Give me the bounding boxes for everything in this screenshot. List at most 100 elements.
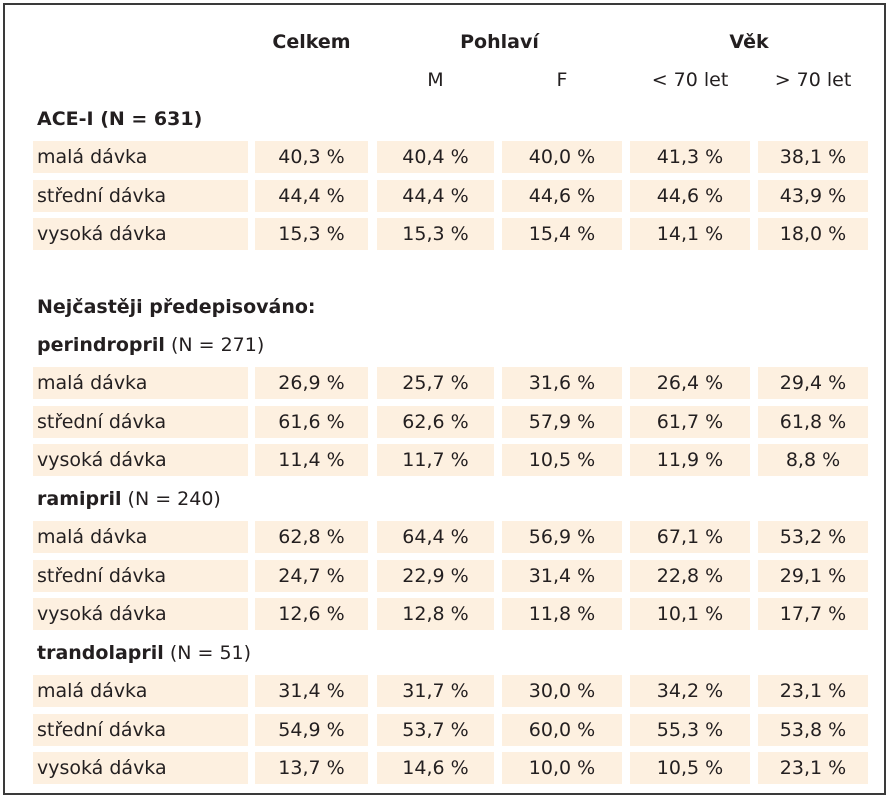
row-value: 43,9 % [758, 179, 868, 212]
section-ramipril: ramipril (N = 240) [37, 483, 221, 515]
row-value: 44,6 % [630, 179, 750, 212]
table-row: malá dávka 62,8 % 64,4 % 56,9 % 67,1 % 53,2 % [5, 519, 884, 555]
row-value: 14,6 % [377, 752, 494, 784]
row-value: 11,4 % [255, 444, 368, 476]
header-total: Celkem [272, 31, 351, 53]
table-row: vysoká dávka 11,4 % 11,7 % 10,5 % 11,9 % 8,8 … [5, 442, 884, 478]
trandolapril-name: trandolapril [37, 642, 164, 664]
row-value: 11,8 % [502, 598, 622, 630]
row-value: 41,3 % [630, 141, 750, 173]
row-value: 23,1 % [758, 752, 868, 784]
header-sub-f: F [556, 69, 568, 91]
row-label: malá dávka [33, 141, 248, 173]
row-value: 30,0 % [502, 675, 622, 707]
table-row: malá dávka 40,3 % 40,4 % 40,0 % 41,3 % 38,1 % [5, 139, 884, 175]
row-value: 31,4 % [502, 559, 622, 592]
section-ace-label: ACE-I (N = 631) [37, 108, 203, 130]
row-value: 57,9 % [502, 405, 622, 438]
section-trandolapril: trandolapril (N = 51) [37, 637, 251, 669]
row-value: 12,8 % [377, 598, 494, 630]
header-sub-over70: > 70 let [774, 69, 852, 91]
table-row: vysoká dávka 15,3 % 15,3 % 15,4 % 14,1 % 18,0… [5, 216, 884, 252]
row-value: 15,4 % [502, 218, 622, 250]
row-value: 61,8 % [758, 405, 868, 438]
row-value: 26,9 % [255, 367, 368, 399]
row-value: 18,0 % [758, 218, 868, 250]
row-value: 54,9 % [255, 713, 368, 746]
table-row: vysoká dávka 12,6 % 12,8 % 11,8 % 10,1 % 17,7… [5, 596, 884, 632]
row-value: 31,6 % [502, 367, 622, 399]
row-value: 64,4 % [377, 521, 494, 553]
row-value: 31,7 % [377, 675, 494, 707]
row-value: 53,2 % [758, 521, 868, 553]
table-row: střední dávka 54,9 % 53,7 % 60,0 % 55,3 % 53,… [5, 712, 884, 748]
row-value: 38,1 % [758, 141, 868, 173]
perindopril-name: perindropril [37, 334, 165, 356]
row-value: 67,1 % [630, 521, 750, 553]
row-value: 44,6 % [502, 179, 622, 212]
perindopril-n: (N = 271) [164, 334, 265, 356]
row-value: 53,8 % [758, 713, 868, 746]
row-value: 8,8 % [758, 444, 868, 476]
row-value: 15,3 % [377, 218, 494, 250]
section-ace-title: ACE-I (N = 631) [37, 103, 202, 135]
row-label: střední dávka [33, 559, 248, 592]
table-row: střední dávka 24,7 % 22,9 % 31,4 % 22,8 % 29,… [5, 558, 884, 594]
header-sub-under70: < 70 let [651, 69, 729, 91]
table-row: vysoká dávka 13,7 % 14,6 % 10,0 % 10,5 % 23,1… [5, 750, 884, 786]
row-value: 22,9 % [377, 559, 494, 592]
row-label: vysoká dávka [33, 444, 248, 476]
row-value: 11,7 % [377, 444, 494, 476]
row-value: 10,1 % [630, 598, 750, 630]
row-value: 22,8 % [630, 559, 750, 592]
row-value: 15,3 % [255, 218, 368, 250]
trandolapril-n: (N = 51) [163, 642, 252, 664]
row-value: 61,6 % [255, 405, 368, 438]
table-row: malá dávka 26,9 % 25,7 % 31,6 % 26,4 % 29,4 % [5, 365, 884, 401]
row-value: 29,4 % [758, 367, 868, 399]
row-value: 23,1 % [758, 675, 868, 707]
section-perindopril: perindropril (N = 271) [37, 329, 264, 361]
table-row: střední dávka 44,4 % 44,4 % 44,6 % 44,6 % 43,… [5, 178, 884, 214]
most-prescribed-label: Nejčastěji předepisováno: [37, 296, 316, 318]
row-value: 17,7 % [758, 598, 868, 630]
header-sub-m: M [427, 69, 444, 91]
row-value: 62,6 % [377, 405, 494, 438]
row-value: 25,7 % [377, 367, 494, 399]
row-value: 34,2 % [630, 675, 750, 707]
row-value: 14,1 % [630, 218, 750, 250]
row-value: 31,4 % [255, 675, 368, 707]
data-table: Celkem Pohlaví Věk M F < 70 let > 70 let… [3, 3, 886, 795]
row-value: 56,9 % [502, 521, 622, 553]
row-value: 44,4 % [255, 179, 368, 212]
row-label: střední dávka [33, 405, 248, 438]
row-label: malá dávka [33, 367, 248, 399]
row-value: 26,4 % [630, 367, 750, 399]
row-value: 53,7 % [377, 713, 494, 746]
row-label: střední dávka [33, 713, 248, 746]
row-label: vysoká dávka [33, 752, 248, 784]
table-row: střední dávka 61,6 % 62,6 % 57,9 % 61,7 % 61,… [5, 404, 884, 440]
row-value: 61,7 % [630, 405, 750, 438]
row-value: 55,3 % [630, 713, 750, 746]
row-value: 11,9 % [630, 444, 750, 476]
row-value: 10,5 % [630, 752, 750, 784]
section-most-prescribed: Nejčastěji předepisováno: [37, 291, 316, 323]
row-value: 10,0 % [502, 752, 622, 784]
row-value: 12,6 % [255, 598, 368, 630]
row-label: vysoká dávka [33, 598, 248, 630]
ramipril-name: ramipril [37, 488, 122, 510]
row-label: střední dávka [33, 179, 248, 212]
row-value: 40,3 % [255, 141, 368, 173]
row-value: 13,7 % [255, 752, 368, 784]
row-value: 40,0 % [502, 141, 622, 173]
ramipril-n: (N = 240) [121, 488, 221, 510]
row-value: 29,1 % [758, 559, 868, 592]
row-label: malá dávka [33, 675, 248, 707]
row-value: 40,4 % [377, 141, 494, 173]
row-label: vysoká dávka [33, 218, 248, 250]
row-value: 24,7 % [255, 559, 368, 592]
row-value: 10,5 % [502, 444, 622, 476]
table-row: malá dávka 31,4 % 31,7 % 30,0 % 34,2 % 23,1 % [5, 673, 884, 709]
header-sex: Pohlaví [460, 31, 539, 53]
